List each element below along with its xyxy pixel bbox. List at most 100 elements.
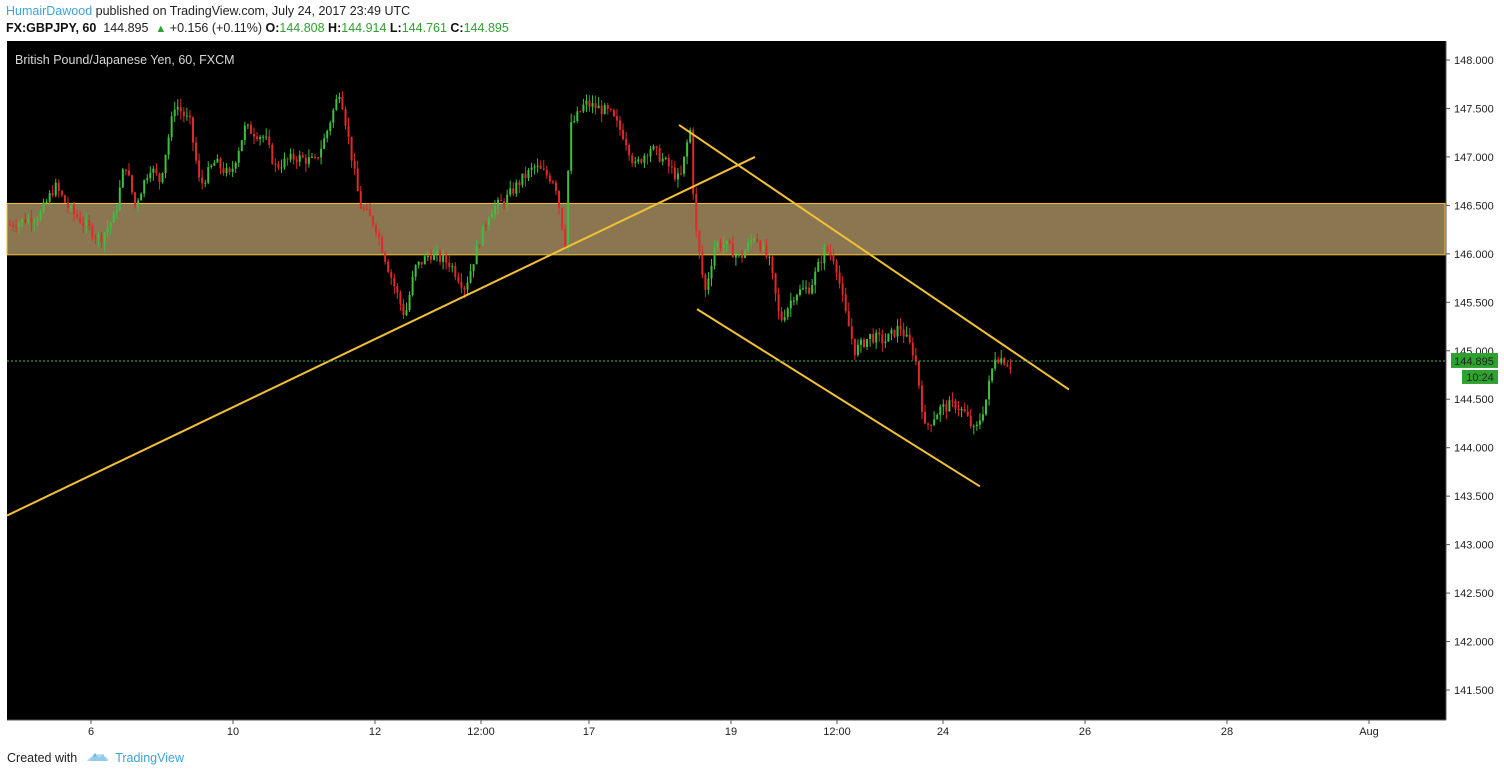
- candle: [317, 156, 320, 161]
- candle: [79, 211, 82, 225]
- candle: [985, 399, 987, 416]
- candle: [259, 134, 262, 146]
- price-axis[interactable]: [1446, 41, 1504, 741]
- candle: [981, 406, 984, 423]
- candle: [972, 424, 975, 435]
- candle: [542, 159, 545, 171]
- candle: [551, 180, 554, 184]
- candle: [332, 108, 335, 128]
- author-link[interactable]: HumairDawood: [6, 4, 93, 18]
- time-axis[interactable]: [0, 720, 1446, 741]
- candle: [237, 147, 240, 168]
- candle: [991, 368, 994, 384]
- candle: [680, 165, 682, 176]
- candle: [643, 153, 646, 168]
- candle: [731, 236, 734, 258]
- trendline-rising-support[interactable]: [6, 156, 756, 517]
- candle: [896, 319, 899, 343]
- candle: [744, 248, 747, 259]
- candle: [182, 107, 185, 123]
- candle: [63, 194, 66, 203]
- candle: [634, 156, 637, 168]
- candle: [402, 298, 405, 319]
- candle: [475, 240, 478, 265]
- candle: [863, 337, 865, 349]
- tradingview-brand-link[interactable]: TradingView: [115, 750, 184, 765]
- candle: [625, 131, 628, 151]
- candle: [1009, 358, 1012, 374]
- candle: [795, 293, 798, 305]
- price-chart[interactable]: British Pound/Japanese Yen, 60, FXCM 148…: [0, 41, 1504, 741]
- candle: [978, 413, 981, 430]
- candle: [326, 129, 329, 143]
- close-label: C:: [450, 21, 464, 35]
- candle: [582, 98, 585, 114]
- candle: [905, 326, 908, 338]
- open-value: 144.808: [279, 21, 325, 35]
- candle: [798, 284, 801, 297]
- trendline-channel-lower[interactable]: [696, 308, 981, 488]
- plot-area: [7, 41, 1446, 720]
- candle: [585, 94, 588, 113]
- candle: [134, 191, 137, 209]
- candle: [185, 107, 188, 121]
- candle: [329, 120, 332, 136]
- published-text: published on TradingView.com, July 24, 2…: [92, 4, 411, 18]
- candle: [39, 209, 42, 222]
- candle: [939, 404, 942, 422]
- candle: [295, 156, 298, 169]
- candle: [396, 283, 399, 300]
- candle: [94, 233, 97, 245]
- candle: [454, 262, 457, 281]
- candle: [445, 252, 448, 270]
- candle: [490, 209, 493, 219]
- trendline-channel-upper[interactable]: [678, 124, 1070, 391]
- candle: [518, 179, 521, 193]
- candle: [167, 134, 170, 160]
- candle: [323, 133, 326, 150]
- candle: [872, 328, 875, 345]
- trendlines-group: [6, 124, 1070, 517]
- chart-header: HumairDawood published on TradingView.co…: [6, 3, 509, 38]
- candle: [591, 95, 594, 114]
- candle: [619, 115, 621, 136]
- candle: [728, 239, 731, 245]
- candle: [481, 225, 484, 247]
- candle: [524, 166, 527, 187]
- candle: [802, 280, 804, 290]
- x-tick-label: Aug: [1359, 726, 1379, 738]
- candle: [414, 264, 417, 281]
- candle: [673, 161, 676, 182]
- candle: [21, 218, 24, 228]
- candle: [469, 263, 472, 284]
- candle: [573, 115, 576, 124]
- low-value: 144.761: [401, 21, 447, 35]
- candle: [686, 139, 689, 165]
- candle: [368, 202, 371, 217]
- candle: [826, 244, 829, 254]
- candle: [719, 238, 722, 252]
- candle: [640, 158, 643, 165]
- candle: [670, 159, 673, 174]
- candle: [838, 265, 841, 289]
- candle: [423, 253, 426, 265]
- candle: [390, 269, 393, 286]
- candle: [27, 213, 30, 225]
- candle: [15, 219, 18, 233]
- candle: [637, 156, 640, 165]
- candle: [451, 263, 454, 273]
- candle: [213, 159, 216, 166]
- candle: [253, 127, 255, 144]
- candle: [811, 278, 814, 295]
- candle: [365, 203, 368, 211]
- candle: [509, 180, 512, 197]
- candle: [768, 252, 771, 266]
- candle: [554, 180, 557, 196]
- candle: [100, 231, 103, 248]
- candle: [216, 154, 219, 163]
- candle: [344, 106, 347, 130]
- countdown-tag: [1462, 369, 1498, 384]
- x-ticks-group: 6 10 12 12:00 17 19 12:00 24 26 28 Aug: [88, 720, 1379, 738]
- candle: [1000, 349, 1003, 366]
- candle: [945, 400, 948, 420]
